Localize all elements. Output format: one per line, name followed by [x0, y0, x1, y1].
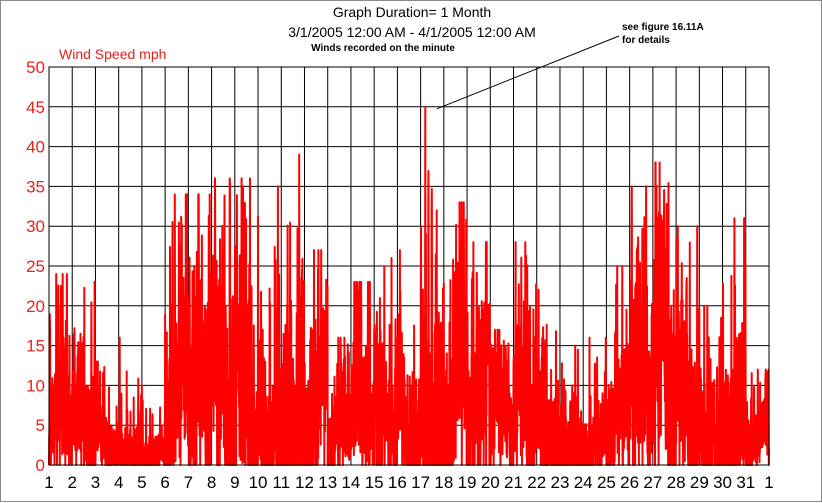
- y-tick-label: 25: [26, 257, 45, 276]
- x-tick-label: 9: [230, 473, 239, 492]
- x-tick-label: 17: [411, 473, 430, 492]
- annotation: [436, 35, 620, 110]
- plot-border: [48, 66, 770, 466]
- annotation-line-2: for details: [622, 35, 670, 46]
- y-axis-label: Wind Speed mph: [59, 46, 166, 62]
- x-tick-label: 20: [481, 473, 500, 492]
- y-tick-label: 0: [36, 456, 45, 475]
- x-tick-label: 14: [341, 473, 360, 492]
- x-tick-label: 11: [272, 473, 290, 492]
- x-tick-label: 3: [91, 473, 100, 492]
- x-tick-label: 6: [160, 473, 169, 492]
- x-tick-label: 10: [249, 473, 268, 492]
- x-tick-label: 29: [690, 473, 709, 492]
- y-tick-label: 15: [26, 337, 45, 356]
- y-tick-labels: 0 5 10 15 20 25 30 35 40 45 50: [26, 58, 45, 475]
- y-tick-label: 45: [26, 98, 45, 117]
- x-tick-label: 25: [597, 473, 616, 492]
- x-tick-label: 23: [551, 473, 570, 492]
- series-wind-speed: [48, 105, 770, 466]
- x-tick-label: 7: [184, 473, 193, 492]
- x-tick-label: 8: [207, 473, 216, 492]
- y-tick-label: 35: [26, 177, 45, 196]
- x-tick-label: 22: [527, 473, 546, 492]
- y-tick-label: 10: [26, 376, 45, 395]
- x-tick-label: 16: [388, 473, 407, 492]
- x-tick-labels: 1 2 3 4 5 6 7 8 9 10 11 12 13 14 15 16 17 18 19 20 21 22 23 24 2…: [44, 473, 773, 492]
- annotation-pointer: [436, 35, 620, 110]
- x-tick-label: 28: [667, 473, 686, 492]
- x-tick-label: 13: [318, 473, 337, 492]
- chart-title: Graph Duration= 1 Month: [333, 4, 491, 20]
- y-tick-label: 20: [26, 297, 45, 316]
- x-tick-label: 15: [365, 473, 384, 492]
- y-tick-label: 5: [36, 416, 45, 435]
- x-tick-label: 19: [458, 473, 477, 492]
- y-tick-label: 30: [26, 217, 45, 236]
- x-tick-label: 21: [504, 473, 523, 492]
- x-tick-label: 26: [620, 473, 639, 492]
- x-tick-label: 1: [764, 473, 773, 492]
- x-tick-label: 1: [44, 473, 53, 492]
- x-tick-label: 24: [574, 473, 593, 492]
- y-tick-label: 50: [26, 58, 45, 77]
- series-line: [48, 105, 770, 466]
- plot-frame: [48, 66, 770, 466]
- annotation-line-1: see figure 16.11A: [622, 22, 704, 33]
- x-tick-label: 31: [736, 473, 755, 492]
- x-tick-label: 2: [67, 473, 76, 492]
- x-tick-label: 27: [643, 473, 662, 492]
- x-tick-label: 18: [434, 473, 453, 492]
- x-tick-label: 30: [713, 473, 732, 492]
- x-tick-label: 12: [295, 473, 314, 492]
- chart-date-range: 3/1/2005 12:00 AM - 4/1/2005 12:00 AM: [288, 24, 536, 40]
- y-tick-label: 40: [26, 138, 45, 157]
- x-tick-label: 4: [114, 473, 123, 492]
- x-tick-label: 5: [137, 473, 146, 492]
- chart-subtitle: Winds recorded on the minute: [311, 43, 455, 54]
